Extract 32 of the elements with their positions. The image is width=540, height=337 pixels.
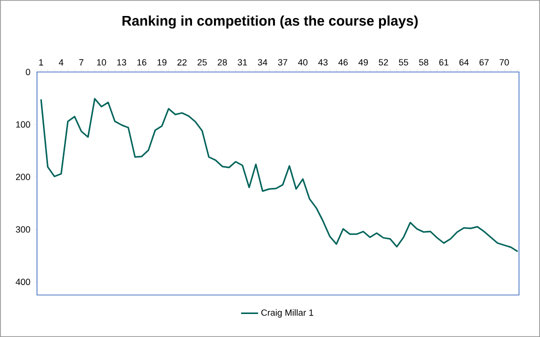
x-tick-label: 25 xyxy=(198,59,207,66)
y-tick-label: 0 xyxy=(26,68,30,76)
y-tick-label: 100 xyxy=(16,121,30,128)
line-series xyxy=(40,98,518,252)
chart-title: Ranking in competition (as the course plays) xyxy=(122,15,418,29)
legend-label: Craig Millar 1 xyxy=(261,309,314,318)
x-tick-label: 70 xyxy=(500,59,509,66)
x-tick-label: 4 xyxy=(58,59,64,66)
x-tick-label: 61 xyxy=(439,59,448,66)
x-tick-label: 37 xyxy=(278,59,288,66)
x-tick-label: 58 xyxy=(419,59,428,66)
y-tick-label: 400 xyxy=(16,278,30,286)
x-tick-label: 19 xyxy=(158,59,166,66)
x-tick-label: 10 xyxy=(97,59,106,66)
x-tick-label: 34 xyxy=(258,59,268,66)
x-tick-label: 64 xyxy=(459,59,469,66)
x-tick-label: 43 xyxy=(318,59,328,66)
x-tick-label: 67 xyxy=(480,59,489,66)
y-tick-label: 200 xyxy=(16,174,30,180)
x-tick-label: 1 xyxy=(39,59,44,66)
x-tick-label: 55 xyxy=(398,59,408,66)
x-tick-label: 13 xyxy=(117,59,126,66)
x-tick-label: 7 xyxy=(79,59,84,66)
x-tick-label: 31 xyxy=(238,59,247,66)
y-tick-label: 300 xyxy=(16,226,30,233)
x-tick-label: 40 xyxy=(298,59,308,66)
x-tick-label: 52 xyxy=(378,59,388,66)
x-tick-label: 22 xyxy=(177,59,187,66)
x-tick-label: 46 xyxy=(338,59,348,66)
x-tick-label: 49 xyxy=(358,59,368,66)
x-tick-label: 16 xyxy=(137,59,146,66)
x-tick-label: 28 xyxy=(218,59,227,66)
